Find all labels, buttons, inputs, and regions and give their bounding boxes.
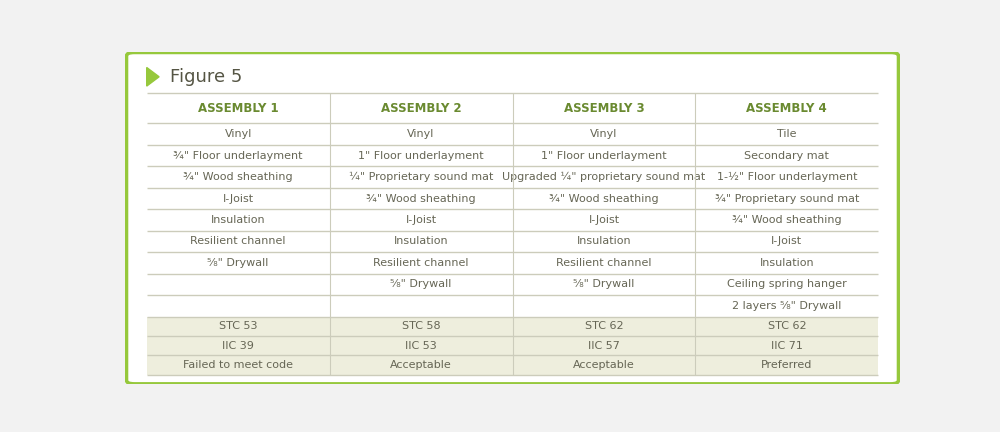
Text: Resilient channel: Resilient channel: [556, 258, 652, 268]
Text: IIC 71: IIC 71: [771, 340, 803, 350]
Text: Vinyl: Vinyl: [224, 129, 252, 139]
Text: Preferred: Preferred: [761, 360, 813, 370]
Text: Resilient channel: Resilient channel: [190, 236, 286, 247]
Text: ⁵⁄₈" Drywall: ⁵⁄₈" Drywall: [390, 280, 452, 289]
Text: Insulation: Insulation: [211, 215, 265, 225]
Text: I-Joist: I-Joist: [771, 236, 802, 247]
Text: Insulation: Insulation: [760, 258, 814, 268]
Text: STC 58: STC 58: [402, 321, 440, 331]
Text: Tile: Tile: [777, 129, 797, 139]
Text: Secondary mat: Secondary mat: [744, 151, 829, 161]
Text: Figure 5: Figure 5: [170, 68, 242, 86]
Text: Insulation: Insulation: [394, 236, 448, 247]
Bar: [147, 336, 878, 355]
Text: 2 layers ⁵⁄₈" Drywall: 2 layers ⁵⁄₈" Drywall: [732, 301, 842, 311]
Text: I-Joist: I-Joist: [405, 215, 437, 225]
Text: ⁵⁄₈" Drywall: ⁵⁄₈" Drywall: [573, 280, 635, 289]
Bar: [147, 93, 878, 375]
Text: STC 62: STC 62: [768, 321, 806, 331]
Text: IIC 53: IIC 53: [405, 340, 437, 350]
Text: Ceiling spring hanger: Ceiling spring hanger: [727, 280, 847, 289]
Text: ASSEMBLY 4: ASSEMBLY 4: [746, 102, 827, 115]
Text: ASSEMBLY 1: ASSEMBLY 1: [198, 102, 278, 115]
Text: 1-½" Floor underlayment: 1-½" Floor underlayment: [717, 172, 857, 182]
Text: STC 62: STC 62: [585, 321, 623, 331]
Bar: [147, 355, 878, 375]
Bar: [147, 317, 878, 336]
Text: Vinyl: Vinyl: [407, 129, 435, 139]
Text: ¾" Proprietary sound mat: ¾" Proprietary sound mat: [715, 194, 859, 203]
Polygon shape: [147, 67, 159, 86]
Text: Acceptable: Acceptable: [390, 360, 452, 370]
Text: ¾" Wood sheathing: ¾" Wood sheathing: [366, 194, 476, 203]
Text: I-Joist: I-Joist: [223, 194, 254, 203]
Text: Acceptable: Acceptable: [573, 360, 635, 370]
FancyBboxPatch shape: [127, 53, 898, 384]
Text: Failed to meet code: Failed to meet code: [183, 360, 293, 370]
Text: ¾" Wood sheathing: ¾" Wood sheathing: [732, 215, 842, 225]
Text: ¼" Proprietary sound mat: ¼" Proprietary sound mat: [349, 172, 493, 182]
Text: STC 53: STC 53: [219, 321, 257, 331]
Text: ¾" Floor underlayment: ¾" Floor underlayment: [173, 151, 303, 161]
Text: Resilient channel: Resilient channel: [373, 258, 469, 268]
Text: Insulation: Insulation: [577, 236, 631, 247]
Text: Vinyl: Vinyl: [590, 129, 618, 139]
Text: 1" Floor underlayment: 1" Floor underlayment: [541, 151, 667, 161]
Text: I-Joist: I-Joist: [588, 215, 620, 225]
Text: ASSEMBLY 3: ASSEMBLY 3: [564, 102, 644, 115]
Text: Upgraded ¼" proprietary sound mat: Upgraded ¼" proprietary sound mat: [502, 172, 706, 182]
Text: ASSEMBLY 2: ASSEMBLY 2: [381, 102, 461, 115]
Text: 1" Floor underlayment: 1" Floor underlayment: [358, 151, 484, 161]
Text: ¾" Wood sheathing: ¾" Wood sheathing: [183, 172, 293, 182]
Text: ¾" Wood sheathing: ¾" Wood sheathing: [549, 194, 659, 203]
Text: ⁵⁄₈" Drywall: ⁵⁄₈" Drywall: [207, 258, 269, 268]
Text: IIC 57: IIC 57: [588, 340, 620, 350]
Text: IIC 39: IIC 39: [222, 340, 254, 350]
